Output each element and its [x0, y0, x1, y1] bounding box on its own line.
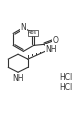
Text: N: N: [20, 23, 26, 32]
Text: NH: NH: [12, 74, 24, 83]
Text: HCl: HCl: [59, 82, 72, 92]
Text: O: O: [53, 36, 58, 45]
Text: NH: NH: [46, 45, 57, 54]
Text: HCl: HCl: [59, 74, 72, 82]
Text: Abs: Abs: [28, 30, 37, 35]
